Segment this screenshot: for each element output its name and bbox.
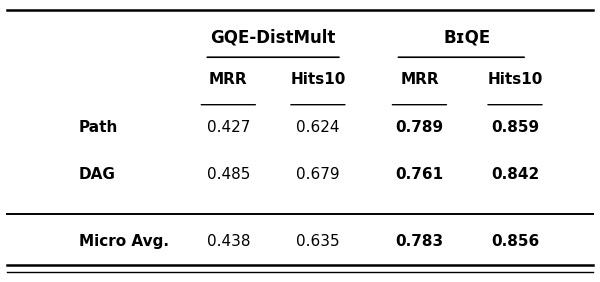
Text: 0.438: 0.438 xyxy=(206,234,250,249)
Text: MRR: MRR xyxy=(400,72,439,87)
Text: 0.789: 0.789 xyxy=(395,120,443,135)
Text: 0.842: 0.842 xyxy=(491,167,539,182)
Text: Path: Path xyxy=(79,120,118,135)
Text: 0.856: 0.856 xyxy=(491,234,539,249)
Text: 0.859: 0.859 xyxy=(491,120,539,135)
Text: 0.624: 0.624 xyxy=(296,120,340,135)
Text: 0.485: 0.485 xyxy=(206,167,250,182)
Text: DAG: DAG xyxy=(79,167,116,182)
Text: Micro Avg.: Micro Avg. xyxy=(79,234,169,249)
Text: Hits10: Hits10 xyxy=(487,72,542,87)
Text: BɪQE: BɪQE xyxy=(443,29,491,47)
Text: GQE-DistMult: GQE-DistMult xyxy=(211,29,336,47)
Text: 0.679: 0.679 xyxy=(296,167,340,182)
Text: 0.783: 0.783 xyxy=(395,234,443,249)
Text: 0.427: 0.427 xyxy=(206,120,250,135)
Text: 0.761: 0.761 xyxy=(395,167,443,182)
Text: MRR: MRR xyxy=(209,72,248,87)
Text: 0.635: 0.635 xyxy=(296,234,340,249)
Text: Hits10: Hits10 xyxy=(290,72,346,87)
